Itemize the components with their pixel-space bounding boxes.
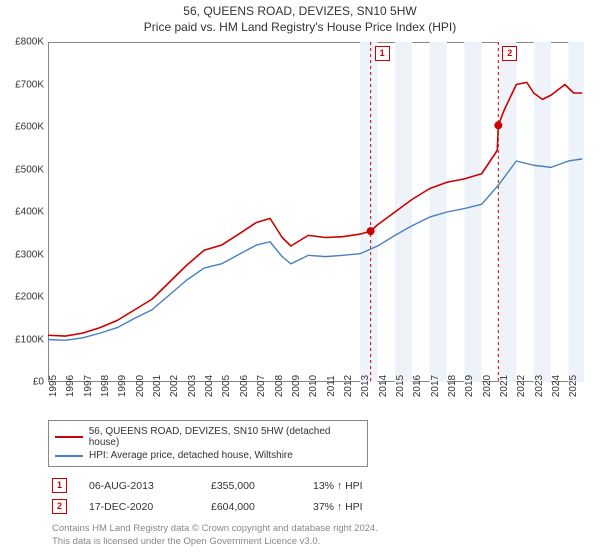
x-tick-label: 2025 [568,375,579,397]
sale-price: £355,000 [211,480,291,492]
legend-row: 56, QUEENS ROAD, DEVIZES, SN10 5HW (deta… [55,425,361,449]
x-tick-label: 2010 [308,375,319,397]
x-tick-label: 1997 [83,375,94,397]
x-tick-label: 2015 [395,375,406,397]
chart-svg [48,42,584,382]
y-tick-label: £500K [15,164,44,175]
footer-attribution: Contains HM Land Registry data © Crown c… [48,517,584,549]
x-tick-label: 2014 [378,375,389,397]
x-tick-label: 1999 [117,375,128,397]
sale-marker-2: 2 [502,46,517,61]
x-tick-label: 2004 [204,375,215,397]
sales-list: 1 06-AUG-2013 £355,000 13% ↑ HPI 2 17-DEC-202… [48,467,584,517]
y-tick-label: £600K [15,122,44,133]
x-tick-label: 2021 [499,375,510,397]
x-tick-label: 2016 [412,375,423,397]
sale-marker-box: 1 [52,478,67,493]
x-tick-label: 2022 [516,375,527,397]
x-tick-label: 2024 [551,375,562,397]
x-tick-label: 2006 [239,375,250,397]
x-tick-label: 2000 [135,375,146,397]
sale-price: £604,000 [211,501,291,513]
x-tick-label: 2009 [291,375,302,397]
y-tick-label: £100K [15,334,44,345]
sale-row-1: 1 06-AUG-2013 £355,000 13% ↑ HPI [48,475,584,496]
x-tick-label: 1998 [100,375,111,397]
legend-label: HPI: Average price, detached house, Wilt… [89,450,293,461]
legend-box: 56, QUEENS ROAD, DEVIZES, SN10 5HW (deta… [48,420,368,467]
legend-label: 56, QUEENS ROAD, DEVIZES, SN10 5HW (deta… [89,426,361,448]
sale-delta: 13% ↑ HPI [313,480,363,492]
x-tick-label: 2008 [274,375,285,397]
y-tick-label: £300K [15,249,44,260]
legend-row: HPI: Average price, detached house, Wilt… [55,449,361,462]
sale-date: 17-DEC-2020 [89,501,189,513]
legend-and-sales: 56, QUEENS ROAD, DEVIZES, SN10 5HW (deta… [48,420,584,549]
chart-title-line2: Price paid vs. HM Land Registry's House … [0,18,600,38]
x-tick-label: 1995 [48,375,59,397]
sale-marker-box: 2 [52,499,67,514]
x-tick-label: 2005 [221,375,232,397]
x-tick-label: 2001 [152,375,163,397]
y-tick-label: £200K [15,292,44,303]
legend-swatch [55,436,83,438]
x-tick-label: 2018 [447,375,458,397]
y-tick-label: £700K [15,79,44,90]
footer-line1: Contains HM Land Registry data © Crown c… [52,523,584,536]
x-tick-label: 2012 [343,375,354,397]
x-tick-label: 2013 [360,375,371,397]
x-tick-label: 1996 [65,375,76,397]
sale-date: 06-AUG-2013 [89,480,189,492]
x-tick-label: 2002 [169,375,180,397]
x-tick-label: 2020 [482,375,493,397]
sale-row-2: 2 17-DEC-2020 £604,000 37% ↑ HPI [48,496,584,517]
x-tick-label: 2019 [464,375,475,397]
y-tick-label: £0 [33,377,44,388]
legend-swatch [55,455,83,457]
sale-delta: 37% ↑ HPI [313,501,363,513]
x-tick-label: 2017 [430,375,441,397]
sale-marker-1: 1 [375,46,390,61]
x-tick-label: 2007 [256,375,267,397]
chart-title-line1: 56, QUEENS ROAD, DEVIZES, SN10 5HW [0,0,600,18]
y-tick-label: £400K [15,207,44,218]
x-tick-label: 2003 [187,375,198,397]
x-tick-label: 2011 [326,375,337,397]
y-tick-label: £800K [15,37,44,48]
footer-line2: This data is licensed under the Open Gov… [52,536,584,549]
chart-container: 56, QUEENS ROAD, DEVIZES, SN10 5HW Price… [0,0,600,560]
chart-area: £0£100K£200K£300K£400K£500K£600K£700K£80… [48,42,584,382]
x-tick-label: 2023 [534,375,545,397]
